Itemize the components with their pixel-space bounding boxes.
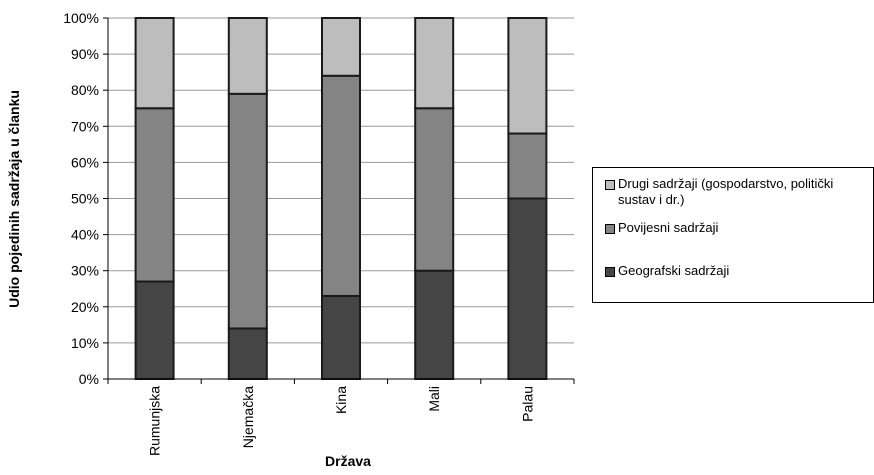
bar-segment xyxy=(227,92,268,330)
bar-segment xyxy=(414,17,455,110)
legend-item-geografski: Geografski sadržaji xyxy=(605,263,870,279)
legend-swatch-geografski xyxy=(605,267,615,277)
bar-segment xyxy=(134,280,175,380)
bar-segment xyxy=(321,17,361,77)
y-tick-label: 0% xyxy=(79,371,99,387)
y-tick-label: 80% xyxy=(71,82,99,98)
y-tick-label: 100% xyxy=(63,10,99,26)
bar-segment xyxy=(414,269,455,381)
x-axis-title: Država xyxy=(325,453,371,469)
y-tick-label: 10% xyxy=(71,335,99,351)
bar-segment xyxy=(134,17,175,110)
bar-segment xyxy=(507,132,548,200)
bar-segment xyxy=(321,294,361,380)
bar-segment xyxy=(227,327,268,380)
legend-item-povijesni: Povijesni sadržaji xyxy=(605,220,870,236)
axes: 0% 10% 20% 30% 40% 50% 60% 70% 80% 90% 100% Rumunjs… xyxy=(63,10,575,456)
legend-label-drugi: Drugi sadržaji (gospodarstvo, politički … xyxy=(618,176,834,207)
y-tick-label: 60% xyxy=(71,154,99,170)
y-tick-label: 50% xyxy=(71,191,99,207)
x-tick-label: Mali xyxy=(426,386,442,412)
bar-segment xyxy=(414,107,455,272)
x-tick-label: Rumunjska xyxy=(147,386,163,456)
bar-segment xyxy=(321,74,361,297)
x-tick-label: Kina xyxy=(333,386,349,414)
bars xyxy=(134,17,548,381)
legend-swatch-drugi xyxy=(605,180,615,190)
x-tick-label: Njemačka xyxy=(240,386,256,448)
legend-item-drugi: Drugi sadržaji (gospodarstvo, politički … xyxy=(605,176,870,208)
bar-segment xyxy=(507,197,548,380)
y-axis-title: Udio pojedinih sadržaja u članku xyxy=(6,90,22,308)
y-tick-label: 70% xyxy=(71,118,99,134)
y-tick-label: 90% xyxy=(71,46,99,62)
y-tick-label: 20% xyxy=(71,299,99,315)
x-tick-label: Palau xyxy=(519,386,535,422)
bar-segment xyxy=(227,17,268,95)
labels: Država Udio pojedinih sadržaja u članku xyxy=(6,90,371,469)
y-tick-label: 30% xyxy=(71,263,99,279)
bar-segment xyxy=(507,17,548,135)
y-tick-label: 40% xyxy=(71,227,99,243)
legend: Drugi sadržaji (gospodarstvo, politički … xyxy=(592,167,874,303)
legend-label-geografski: Geografski sadržaji xyxy=(618,263,730,278)
bar-segment xyxy=(134,107,175,283)
legend-label-povijesni: Povijesni sadržaji xyxy=(618,220,719,235)
legend-swatch-povijesni xyxy=(605,224,615,234)
